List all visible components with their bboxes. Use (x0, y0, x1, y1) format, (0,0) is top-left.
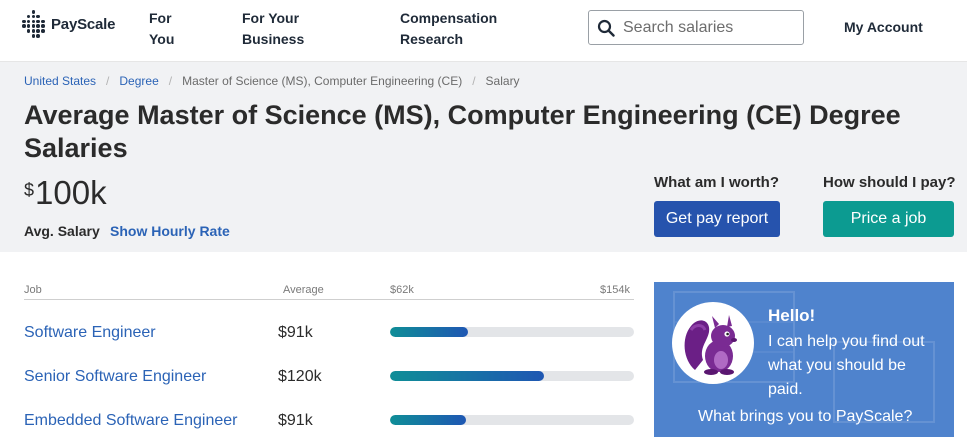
nav-for-your-business[interactable]: For Your Business (242, 8, 304, 50)
table-header-divider (24, 299, 634, 300)
chat-widget[interactable]: Hello! I can help you find out what you … (654, 282, 954, 437)
salary-range-fill (390, 327, 469, 337)
column-header-max: $154k (600, 284, 630, 296)
breadcrumb-united-states[interactable]: United States (24, 74, 97, 88)
site-header: PayScale For You For Your Business Compe… (0, 0, 967, 62)
job-link[interactable]: Senior Software Engineer (24, 368, 207, 385)
breadcrumb-separator: / (168, 74, 173, 88)
salary-amount: 100k (35, 174, 107, 211)
logo-text: PayScale (51, 15, 116, 33)
worth-question: What am I worth? (654, 174, 779, 191)
search-input[interactable] (623, 18, 793, 37)
page-title: Average Master of Science (MS), Computer… (24, 100, 901, 163)
squirrel-icon (672, 302, 754, 384)
job-link[interactable]: Software Engineer (24, 324, 156, 341)
column-header-min: $62k (390, 284, 414, 296)
nav-label: Compensation (400, 10, 498, 26)
nav-for-you[interactable]: For You (149, 8, 174, 50)
chat-message: I can help you find out what you should … (768, 333, 925, 398)
average-salary: $ 100k (24, 174, 107, 212)
nav-label: For Your (242, 10, 300, 26)
breadcrumb-separator: / (106, 74, 110, 88)
chat-greeting: Hello! (768, 306, 816, 325)
search-box[interactable] (588, 10, 804, 45)
breadcrumb-separator: / (472, 74, 476, 88)
nav-label: Business (242, 31, 305, 47)
breadcrumb-degree-name: Master of Science (MS), Computer Enginee… (182, 74, 463, 88)
breadcrumb-degree[interactable]: Degree (119, 74, 159, 88)
avg-salary-label: Avg. Salary (24, 223, 100, 239)
column-header-average: Average (283, 284, 324, 296)
search-icon[interactable] (589, 11, 623, 44)
job-average: $91k (278, 324, 313, 341)
breadcrumb-salary: Salary (485, 74, 520, 88)
nav-label: For (149, 10, 172, 26)
hero-section: United States / Degree / Master of Scien… (0, 62, 967, 252)
breadcrumb: United States / Degree / Master of Scien… (24, 74, 520, 88)
column-header-job: Job (24, 284, 42, 296)
nav-compensation-research[interactable]: Compensation Research (400, 8, 497, 50)
currency-symbol: $ (24, 180, 35, 200)
job-average: $91k (278, 412, 313, 429)
show-hourly-rate-link[interactable]: Show Hourly Rate (110, 223, 230, 239)
salary-range-fill (390, 415, 466, 425)
payscale-logo[interactable]: PayScale (22, 10, 115, 38)
salary-range-bar (390, 371, 634, 381)
get-pay-report-button[interactable]: Get pay report (654, 201, 780, 237)
pay-question: How should I pay? (823, 174, 956, 191)
job-average: $120k (278, 368, 322, 385)
nav-label: Research (400, 31, 464, 47)
chat-question[interactable]: What brings you to PayScale? (698, 408, 913, 425)
salary-range-bar (390, 415, 634, 425)
my-account-link[interactable]: My Account (844, 19, 923, 35)
nav-label: You (149, 31, 175, 47)
logo-dots-icon (22, 10, 46, 38)
salary-range-fill (390, 371, 544, 381)
job-link[interactable]: Embedded Software Engineer (24, 412, 238, 429)
salary-range-bar (390, 327, 634, 337)
price-a-job-button[interactable]: Price a job (823, 201, 954, 237)
